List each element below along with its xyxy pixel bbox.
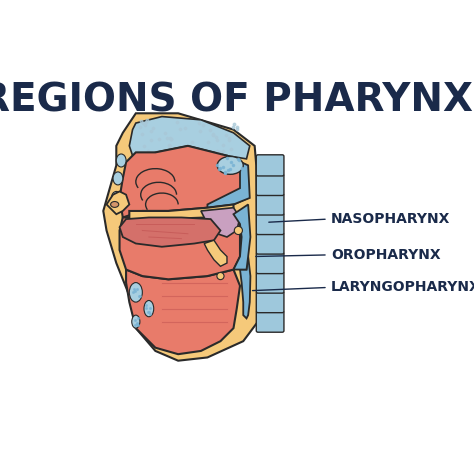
- Ellipse shape: [234, 227, 242, 235]
- FancyBboxPatch shape: [256, 194, 284, 215]
- Polygon shape: [103, 113, 258, 361]
- Polygon shape: [129, 117, 250, 165]
- FancyBboxPatch shape: [256, 292, 284, 313]
- Ellipse shape: [129, 283, 142, 302]
- Ellipse shape: [217, 273, 224, 280]
- Polygon shape: [119, 146, 248, 218]
- FancyBboxPatch shape: [256, 253, 284, 273]
- Polygon shape: [234, 204, 250, 270]
- Ellipse shape: [111, 191, 121, 204]
- Polygon shape: [208, 155, 250, 208]
- Polygon shape: [126, 270, 240, 354]
- Ellipse shape: [113, 172, 123, 185]
- Text: LARYNGOPHARYNX: LARYNGOPHARYNX: [331, 281, 474, 294]
- Polygon shape: [129, 204, 234, 219]
- Ellipse shape: [132, 315, 140, 328]
- Text: NASOPHARYNX: NASOPHARYNX: [331, 212, 450, 226]
- Text: REGIONS OF PHARYNX: REGIONS OF PHARYNX: [0, 81, 474, 119]
- FancyBboxPatch shape: [256, 213, 284, 235]
- Polygon shape: [119, 214, 240, 279]
- FancyBboxPatch shape: [256, 311, 284, 332]
- FancyBboxPatch shape: [256, 174, 284, 195]
- Ellipse shape: [217, 156, 243, 174]
- Polygon shape: [204, 240, 227, 266]
- FancyBboxPatch shape: [256, 233, 284, 254]
- Ellipse shape: [116, 154, 126, 167]
- Ellipse shape: [144, 301, 154, 317]
- Text: OROPHARYNX: OROPHARYNX: [331, 248, 441, 262]
- Polygon shape: [119, 218, 220, 247]
- Polygon shape: [240, 256, 250, 319]
- FancyBboxPatch shape: [256, 272, 284, 293]
- Polygon shape: [107, 191, 129, 214]
- Ellipse shape: [110, 201, 119, 208]
- Polygon shape: [201, 208, 240, 237]
- FancyBboxPatch shape: [256, 155, 284, 176]
